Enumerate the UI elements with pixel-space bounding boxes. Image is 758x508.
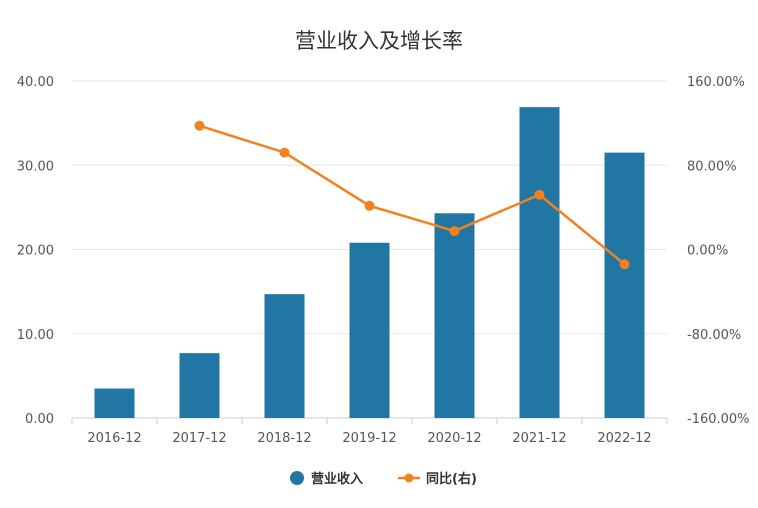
- left-tick-label: 30.00: [17, 159, 54, 174]
- legend-revenue-marker[interactable]: [290, 471, 304, 485]
- left-tick-label: 40.00: [17, 75, 54, 90]
- legend-revenue-label[interactable]: 营业收入: [311, 471, 363, 487]
- growth-point: [279, 147, 290, 158]
- legend[interactable]: 营业收入 同比(右): [290, 471, 477, 487]
- right-tick-label: 80.00%: [687, 159, 737, 174]
- growth-line: [199, 124, 626, 266]
- left-tick-label: 20.00: [17, 244, 54, 259]
- left-tick-label: 0.00: [25, 412, 54, 427]
- revenue-bar: [519, 107, 560, 419]
- revenue-bar: [94, 388, 135, 418]
- growth-point: [534, 189, 545, 200]
- revenue-bar: [434, 213, 475, 418]
- x-tick-label: 2016-12: [87, 431, 141, 446]
- x-tick-label: 2019-12: [342, 431, 396, 446]
- x-tick-label: 2021-12: [512, 431, 566, 446]
- left-tick-label: 10.00: [17, 328, 54, 343]
- revenue-bar: [264, 294, 305, 418]
- chart-title: 营业收入及增长率: [295, 29, 463, 53]
- bar-series: [94, 107, 645, 419]
- x-tick-label: 2020-12: [427, 431, 481, 446]
- growth-point: [194, 120, 205, 131]
- x-tick-label: 2022-12: [597, 431, 651, 446]
- growth-point: [619, 259, 630, 270]
- x-tick-label: 2018-12: [257, 431, 311, 446]
- legend-growth-marker[interactable]: [404, 473, 414, 483]
- revenue-bar: [604, 152, 645, 419]
- right-tick-label: 160.00%: [687, 75, 745, 90]
- legend-growth-label[interactable]: 同比(右): [426, 471, 477, 487]
- axes: 0.00 10.00 20.00 30.00 40.00 -160.00% -80.00% 0…: [17, 75, 750, 446]
- growth-point: [449, 226, 460, 237]
- right-tick-label: 0.00%: [687, 244, 728, 259]
- line-series: [194, 120, 630, 270]
- right-tick-label: -160.00%: [687, 412, 750, 427]
- revenue-bar: [349, 242, 390, 418]
- revenue-bar: [179, 353, 220, 418]
- right-tick-label: -80.00%: [687, 328, 741, 343]
- x-tick-label: 2017-12: [172, 431, 226, 446]
- growth-point: [364, 200, 375, 211]
